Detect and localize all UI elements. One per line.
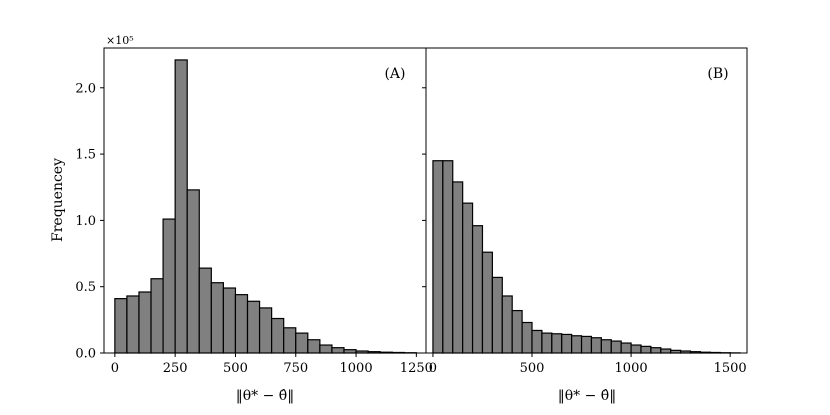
histogram-bar bbox=[271, 317, 285, 354]
y-tick-label: 1.5 bbox=[75, 148, 96, 163]
histogram-bar bbox=[471, 225, 484, 354]
panel-b-x-ticks: 0 500 1000 1500 bbox=[429, 353, 747, 376]
histogram-bar bbox=[511, 309, 523, 354]
panel-b-label: (B) bbox=[707, 66, 728, 82]
histogram-bar bbox=[295, 332, 309, 354]
histogram-bar bbox=[222, 287, 237, 354]
x-tick-label: 750 bbox=[283, 361, 308, 376]
histogram-bar bbox=[580, 335, 593, 354]
panel-b-frame bbox=[425, 47, 748, 354]
histogram-bar bbox=[521, 321, 533, 354]
panel-b: 0 500 1000 1500 (B) ‖θ* − θ̂‖ bbox=[422, 47, 748, 404]
x-tick-label: 1000 bbox=[615, 361, 648, 376]
histogram-bar bbox=[600, 339, 612, 354]
histogram-bar bbox=[150, 278, 164, 354]
histogram-bar bbox=[432, 160, 444, 354]
histogram-bar bbox=[319, 344, 333, 354]
histogram-bar bbox=[198, 267, 212, 354]
histogram-bar bbox=[630, 344, 642, 354]
histogram-bar bbox=[174, 59, 188, 354]
x-tick-label: 250 bbox=[163, 361, 188, 376]
panel-b-x-axis-label: ‖θ* − θ̂‖ bbox=[558, 388, 617, 404]
panel-a-x-ticks: 0 250 500 750 1000 1250 bbox=[111, 353, 433, 376]
panel-b-y-ticks bbox=[422, 87, 426, 354]
histogram-bar bbox=[331, 347, 345, 354]
panel-a-y-ticks: 0.0 0.5 1.0 1.5 2.0 bbox=[75, 81, 104, 362]
panel-a-x-axis-label: ‖θ* − θ̂‖ bbox=[236, 388, 295, 404]
panel-a: 0 250 500 750 1000 1250 0.0 0.5 1.0 1.5 2.0 (A) ×… bbox=[50, 34, 433, 404]
histogram-bar bbox=[246, 300, 261, 354]
x-tick-label: 1000 bbox=[340, 361, 373, 376]
y-multiplier-label: ×10⁵ bbox=[106, 34, 134, 47]
histogram-bar bbox=[640, 345, 652, 354]
x-tick-label: 0 bbox=[429, 361, 437, 376]
histogram-bar bbox=[551, 333, 563, 354]
histogram-bar bbox=[138, 291, 152, 354]
histogram-bar bbox=[234, 294, 249, 354]
y-axis-label: Frequencey bbox=[50, 158, 66, 242]
histogram-bar bbox=[283, 327, 297, 354]
histogram-bar bbox=[442, 160, 454, 354]
x-tick-label: 1250 bbox=[400, 361, 433, 376]
histogram-bar bbox=[452, 181, 464, 354]
histogram-bar bbox=[501, 295, 513, 354]
histogram-bar bbox=[571, 335, 583, 354]
y-tick-label: 2.0 bbox=[75, 81, 96, 96]
x-tick-label: 500 bbox=[520, 361, 545, 376]
panel-a-bars bbox=[114, 59, 417, 354]
x-tick-label: 1500 bbox=[714, 361, 747, 376]
histogram-bar bbox=[186, 189, 200, 354]
y-tick-label: 0.5 bbox=[75, 280, 96, 295]
histogram-bar bbox=[620, 342, 632, 354]
histogram-bar bbox=[650, 347, 662, 354]
histogram-bar bbox=[462, 202, 474, 354]
histogram-bar bbox=[126, 295, 140, 354]
panel-a-label: (A) bbox=[384, 66, 405, 82]
histogram-bar bbox=[114, 298, 128, 354]
histogram-bar bbox=[531, 329, 543, 354]
x-tick-label: 500 bbox=[223, 361, 248, 376]
histogram-bar bbox=[660, 348, 672, 354]
histogram-bar bbox=[561, 333, 573, 354]
y-tick-label: 0.0 bbox=[75, 347, 96, 362]
histogram-bar bbox=[491, 276, 503, 354]
histogram-bar bbox=[307, 339, 321, 354]
y-tick-label: 1.0 bbox=[75, 214, 96, 229]
histogram-bar bbox=[162, 218, 176, 354]
histogram-bar bbox=[541, 332, 553, 354]
x-tick-label: 0 bbox=[111, 361, 119, 376]
histogram-bar bbox=[210, 282, 224, 354]
histogram-bar bbox=[590, 337, 602, 354]
histogram-bar bbox=[258, 307, 273, 354]
histogram-bar bbox=[481, 251, 493, 354]
histogram-bar bbox=[610, 340, 622, 354]
